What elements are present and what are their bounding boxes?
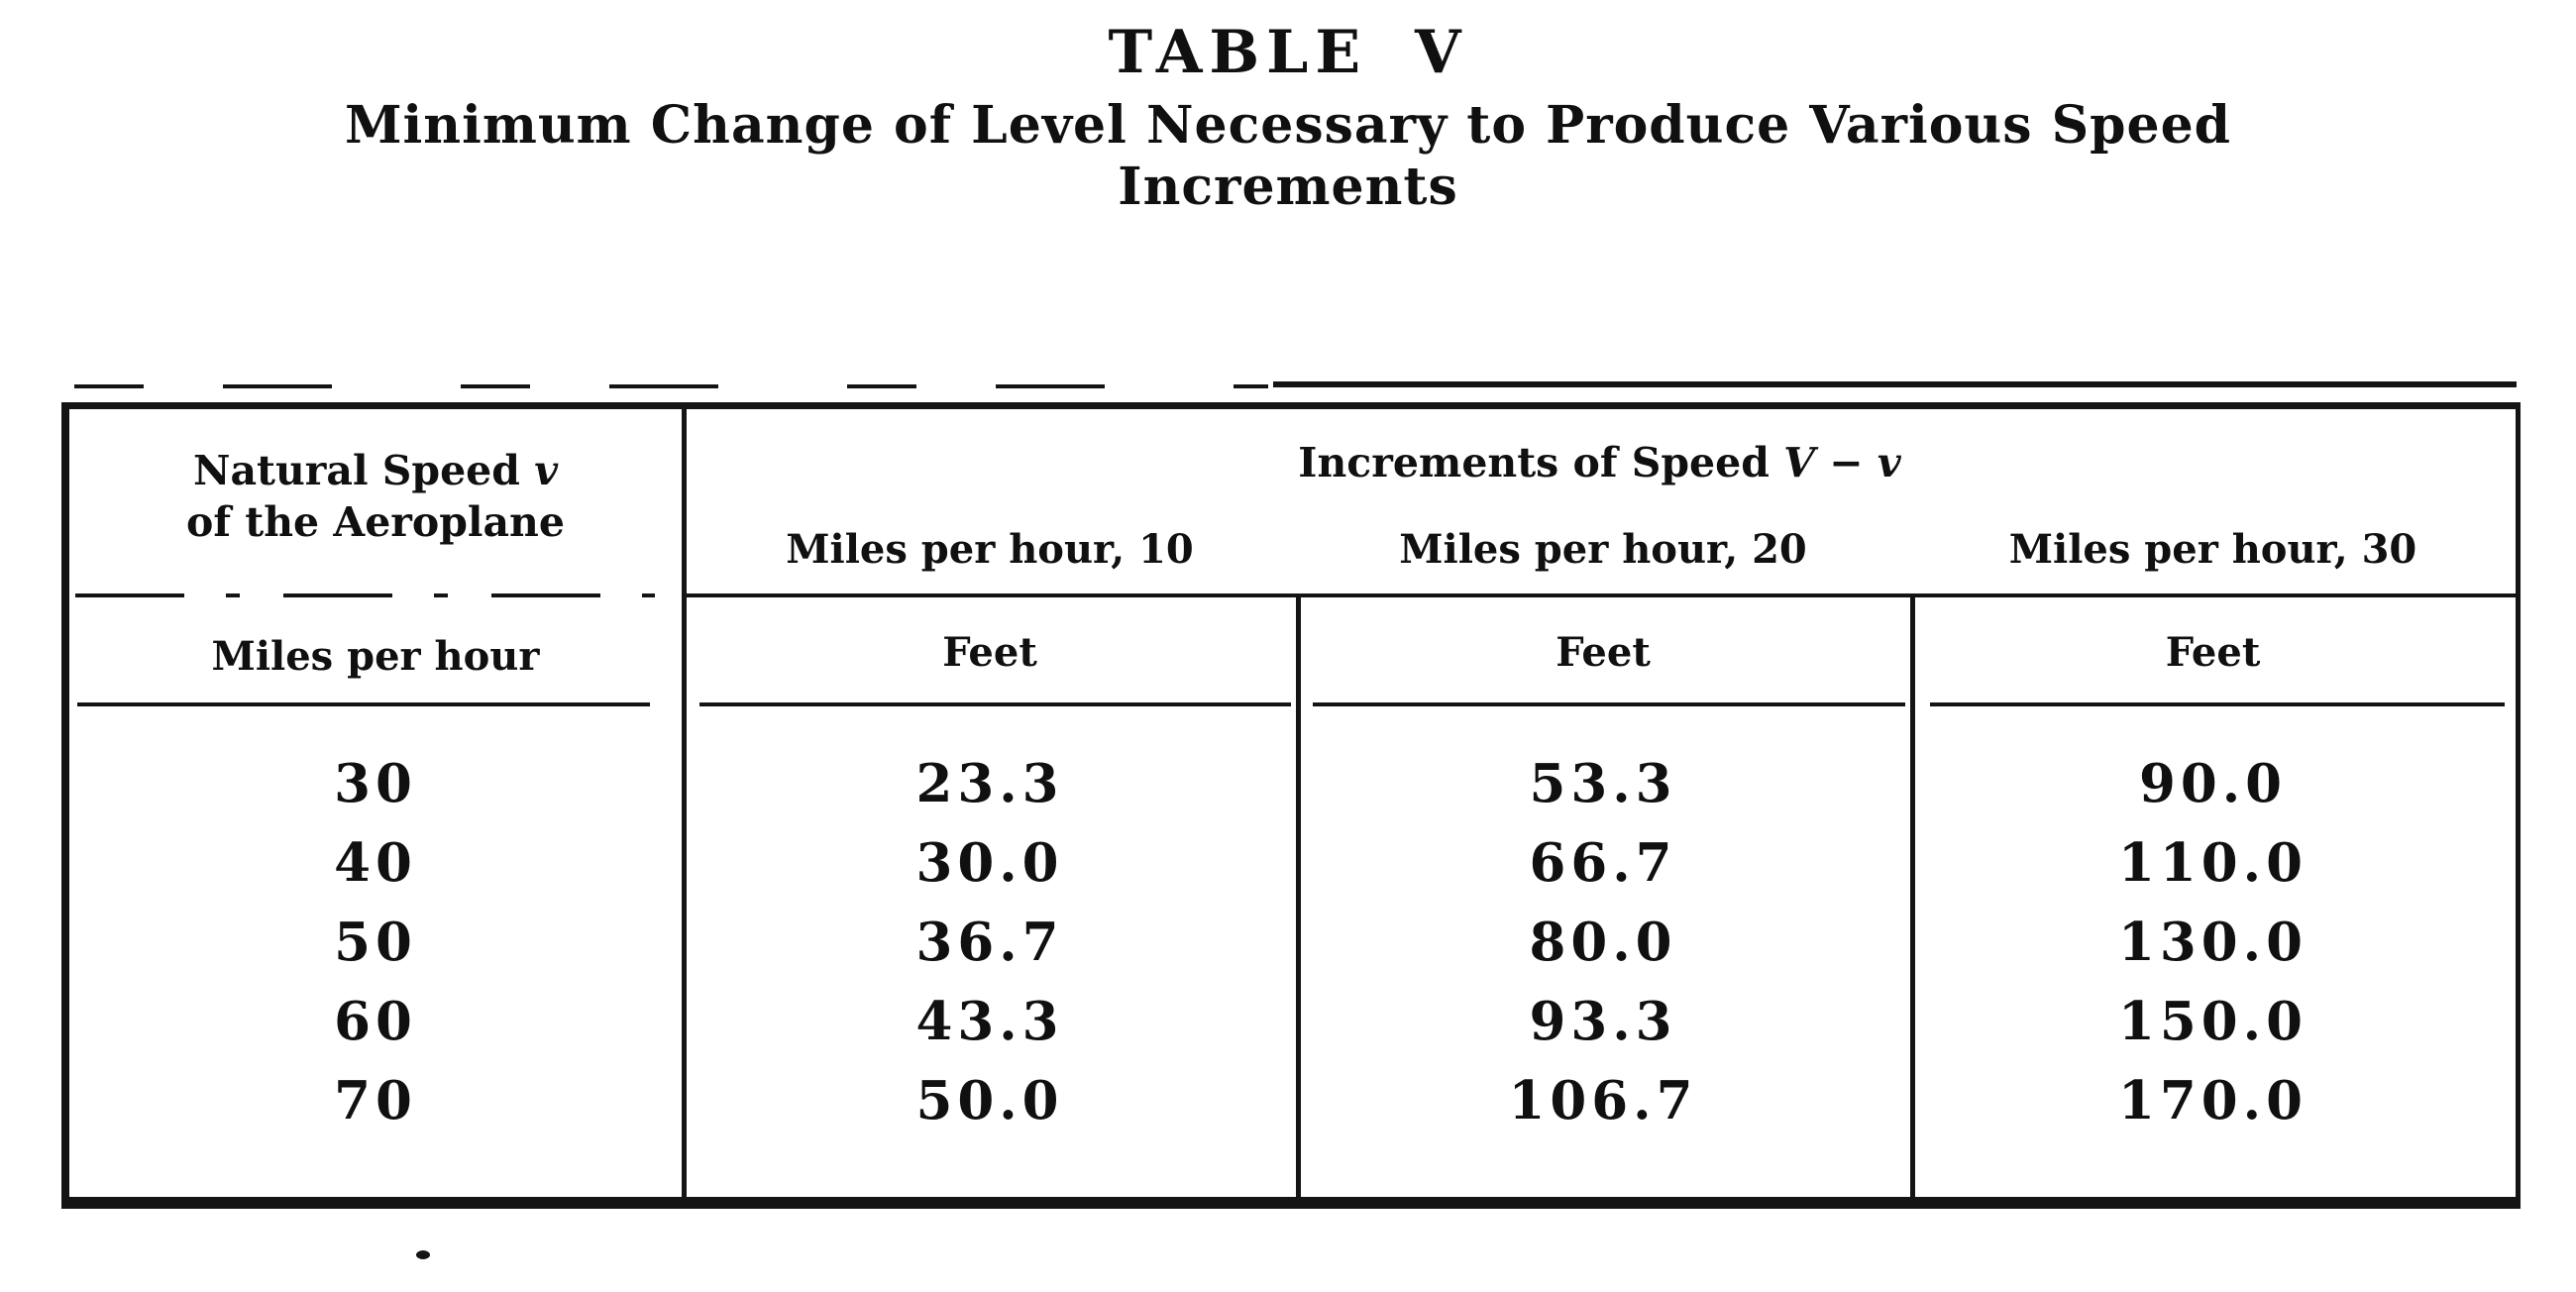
- unit-feet-col3: Feet: [1556, 629, 1651, 676]
- ink-speck: [416, 1250, 430, 1259]
- cell-feet-10: 23.3: [915, 753, 1064, 814]
- table-row: 50 36.7 80.0 130.0: [69, 903, 2516, 982]
- formula-V-minus-v: V − v: [1783, 439, 1901, 486]
- cell-feet-10: 30.0: [915, 832, 1064, 894]
- table-row: 60 43.3 93.3 150.0: [69, 982, 2516, 1061]
- table-row: 40 30.0 66.7 110.0: [69, 823, 2516, 903]
- subheader-rule-col1: [77, 702, 650, 706]
- cell-feet-20: 106.7: [1508, 1070, 1698, 1131]
- header-increments-span: Increments of Speed V − v: [1298, 439, 1901, 486]
- column-divider-natural-speed: [682, 409, 687, 1197]
- table-row: 30 23.3 53.3 90.0: [69, 744, 2516, 823]
- cell-feet-20: 53.3: [1529, 753, 1677, 814]
- cell-speed: 70: [334, 1070, 417, 1131]
- cell-speed: 30: [334, 753, 417, 814]
- header-mph-20: Miles per hour, 20: [1399, 526, 1807, 573]
- unit-feet-col4: Feet: [2165, 629, 2261, 676]
- cell-feet-30: 90.0: [2138, 753, 2288, 814]
- table-subtitle-line1: Minimum Change of Level Necessary to Pro…: [344, 95, 2232, 156]
- variable-v: v: [534, 447, 559, 494]
- cell-feet-30: 150.0: [2118, 991, 2308, 1052]
- subheader-miles-per-hour: Miles per hour: [211, 633, 540, 680]
- subheader-rule-col2: [699, 702, 1291, 706]
- header-rule-col1-dashdot: [75, 593, 655, 597]
- subheader-rule-col4: [1930, 702, 2505, 706]
- cell-speed: 60: [334, 991, 417, 1052]
- subheader-rule-col3: [1313, 702, 1905, 706]
- cell-feet-10: 50.0: [915, 1070, 1064, 1131]
- cell-speed: 40: [334, 832, 417, 894]
- cell-feet-20: 80.0: [1529, 912, 1677, 973]
- column-divider-10-20: [1296, 595, 1301, 1197]
- top-broken-rule-left: [74, 384, 1268, 388]
- cell-feet-30: 110.0: [2118, 832, 2308, 894]
- cell-speed: 50: [334, 912, 417, 973]
- cell-feet-10: 43.3: [915, 991, 1064, 1052]
- table-subtitle-line2: Increments: [1118, 157, 1458, 217]
- cell-feet-30: 170.0: [2118, 1070, 2308, 1131]
- cell-feet-10: 36.7: [915, 912, 1064, 973]
- column-divider-20-30: [1910, 595, 1915, 1197]
- header-natural-speed-line1: Natural Speed v: [192, 447, 559, 494]
- header-natural-speed-line2: of the Aeroplane: [186, 498, 565, 546]
- header-mph-30: Miles per hour, 30: [2008, 526, 2417, 573]
- data-table: Natural Speed v of the Aeroplane Increme…: [61, 402, 2521, 1209]
- header-natural-speed: Natural Speed v of the Aeroplane: [69, 445, 682, 548]
- top-broken-rule-right: [1273, 381, 2517, 387]
- header-rule-span: [684, 593, 2516, 597]
- cell-feet-20: 66.7: [1529, 832, 1677, 894]
- cell-feet-20: 93.3: [1529, 991, 1677, 1052]
- unit-feet-col2: Feet: [942, 629, 1037, 676]
- page-title: TABLE V: [1108, 18, 1468, 87]
- header-mph-10: Miles per hour, 10: [786, 526, 1194, 573]
- cell-feet-30: 130.0: [2118, 912, 2308, 973]
- table-row: 70 50.0 106.7 170.0: [69, 1061, 2516, 1140]
